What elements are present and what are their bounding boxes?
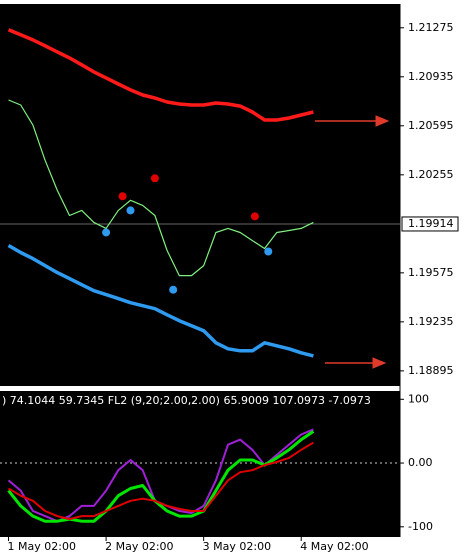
indicator-panel bbox=[0, 391, 400, 537]
signal-dot bbox=[126, 206, 135, 215]
signal-dot bbox=[102, 228, 111, 237]
series-line bbox=[8, 99, 314, 277]
series-line bbox=[7, 243, 314, 358]
x-tick-label: 4 May 02:00 bbox=[300, 540, 368, 553]
y-tick-label: 1.20935 bbox=[408, 70, 454, 83]
y-tick-label: 100 bbox=[408, 392, 429, 405]
arrow-head bbox=[372, 357, 387, 369]
current-price-box bbox=[401, 216, 459, 232]
signal-dot bbox=[169, 285, 178, 294]
y-tick-label: 1.18895 bbox=[408, 364, 454, 377]
current-price-label: 1.19914 bbox=[408, 217, 454, 230]
price-panel bbox=[0, 4, 400, 386]
series-line bbox=[7, 441, 314, 521]
arrows bbox=[315, 115, 390, 369]
x-tick-label: 3 May 02:00 bbox=[203, 540, 271, 553]
y-tick-label: 1.21275 bbox=[408, 21, 454, 34]
series-line bbox=[7, 430, 315, 523]
y-tick-label: 1.20255 bbox=[408, 168, 454, 181]
y-tick-label: 0.00 bbox=[408, 456, 433, 469]
signal-dot bbox=[150, 174, 159, 183]
arrow-head bbox=[375, 115, 390, 127]
signal-dot bbox=[250, 212, 259, 221]
x-tick-label: 2 May 02:00 bbox=[105, 540, 173, 553]
x-tick-label: 1 May 02:00 bbox=[8, 540, 76, 553]
y-tick-label: -100 bbox=[408, 520, 433, 533]
y-tick-label: 1.19235 bbox=[408, 315, 454, 328]
indicator-header: ) 74.1044 59.7345 FL2 (9,20;2.00,2.00) 6… bbox=[2, 394, 371, 407]
signal-dot bbox=[264, 247, 273, 256]
signal-dot bbox=[118, 192, 127, 201]
y-tick-label: 1.19575 bbox=[408, 266, 454, 279]
series-line bbox=[7, 28, 314, 122]
y-tick-label: 1.20595 bbox=[408, 119, 454, 132]
